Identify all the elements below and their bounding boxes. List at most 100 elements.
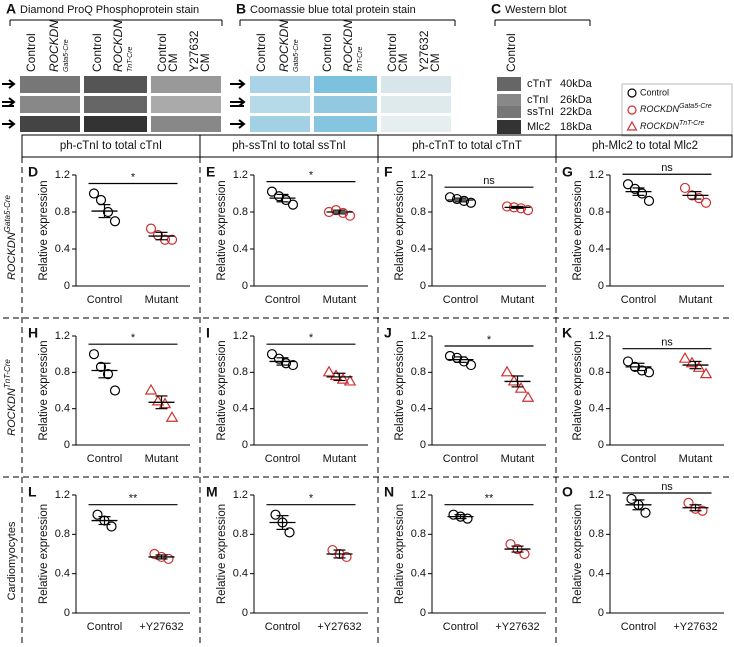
y-tick-label: 1.2 [589,489,604,501]
legend: Control ROCKDNGata5-Cre ROCKDNTnT-Cre [621,83,733,137]
y-tick-label: 0.8 [55,206,70,218]
data-point [273,353,285,364]
subplot: M Relative expression 0 0.4 0.8 1.2 Control +Y2… [206,484,368,633]
lane-sub: TnT-Cre [127,46,134,72]
data-point [622,356,634,367]
data-point [165,411,179,422]
panel-letter: F [384,164,393,180]
data-point [444,350,456,362]
x-tick-label: Control [621,294,656,306]
y-tick-label: 1.2 [411,489,426,501]
x-tick-label: Control [621,453,656,465]
blot-title: Diamond ProQ Phosphoprotein stain [20,4,199,16]
lane-label: Control [504,33,518,72]
subplot: O Relative expression 0 0.4 0.8 1.2 Control +Y2… [562,481,724,633]
data-point [88,188,100,199]
legend-label: ROCKDN [640,121,680,131]
row-label-text: ROCKDN [6,388,18,436]
data-point [284,527,295,538]
data-point [514,381,528,393]
y-tick-label: 0.8 [233,528,248,540]
row-label: ROCKDNTnT-Cre [3,359,18,436]
data-point [692,361,706,372]
data-point [693,193,705,204]
y-tick-label: 0.4 [411,403,426,415]
data-point [344,210,356,221]
data-point [678,352,692,363]
panel-letter: I [206,325,210,341]
y-tick-label: 0.4 [589,243,604,255]
column-header: ph-ssTnI to total ssTnI [232,140,346,152]
panel-letter: N [384,484,394,500]
y-tick-label: 0.8 [55,366,70,378]
y-axis-label: Relative expression [216,504,228,604]
lane-label: Control [320,33,334,72]
data-point [158,397,172,409]
x-tick-label: Control [621,621,656,633]
blot-b [230,76,451,132]
panel-letter: J [384,325,392,341]
y-tick-label: 0.4 [233,403,248,415]
y-tick-label: 0.4 [411,243,426,255]
y-tick-label: 1.2 [233,330,248,342]
data-point [95,194,107,206]
data-point [109,216,121,227]
data-point [145,223,157,234]
y-tick-label: 0.8 [589,366,604,378]
y-axis-label: Relative expression [572,504,584,604]
significance-label: ns [661,162,673,174]
data-point [343,374,357,386]
data-point [151,394,165,406]
x-tick-label: Mutant [145,294,179,306]
data-point [465,197,477,208]
x-tick-label: Mutant [501,294,535,306]
y-axis-label: Relative expression [394,340,406,440]
data-point [643,195,655,206]
panel-letter: D [28,164,38,180]
data-point [329,369,343,381]
data-point [149,548,160,560]
y-tick-label: 0.4 [233,243,248,255]
lane-label: CM [396,53,410,72]
x-tick-label: Control [87,453,122,465]
panel-letter: C [491,1,501,17]
data-point [521,391,535,402]
data-point [700,197,712,208]
significance-label: * [309,170,314,182]
data-point [640,507,651,518]
data-point [337,207,349,219]
legend-label: ROCKDNTnT-Cre [640,120,705,132]
y-tick-label: 1.2 [233,169,248,181]
panel-letter: L [28,484,37,500]
lane-label: Y27632 [417,30,431,72]
y-axis-label: Relative expression [572,340,584,440]
x-tick-label: Mutant [145,453,179,465]
panel-letter: E [206,164,215,180]
legend-label: ROCKDNGata5-Cre [640,103,712,115]
y-tick-label: 0.4 [411,568,426,580]
x-tick-label: Control [265,453,300,465]
y-tick-label: 0.4 [589,403,604,415]
x-tick-label: +Y27632 [673,621,717,633]
y-tick-label: 0 [420,607,426,619]
data-point [95,361,107,372]
data-point [458,195,470,206]
panel-letter: O [562,484,573,500]
x-tick-label: Control [443,621,478,633]
y-tick-label: 1.2 [55,169,70,181]
band-name: ssTnI [527,106,554,118]
column-header: ph-Mlc2 to total Mlc2 [592,140,698,152]
x-tick-label: Control [87,294,122,306]
significance-label: ns [483,175,495,187]
y-tick-label: 0.8 [411,366,426,378]
y-tick-label: 0.8 [55,528,70,540]
y-tick-label: 0 [420,280,426,292]
significance-label: * [131,171,136,183]
